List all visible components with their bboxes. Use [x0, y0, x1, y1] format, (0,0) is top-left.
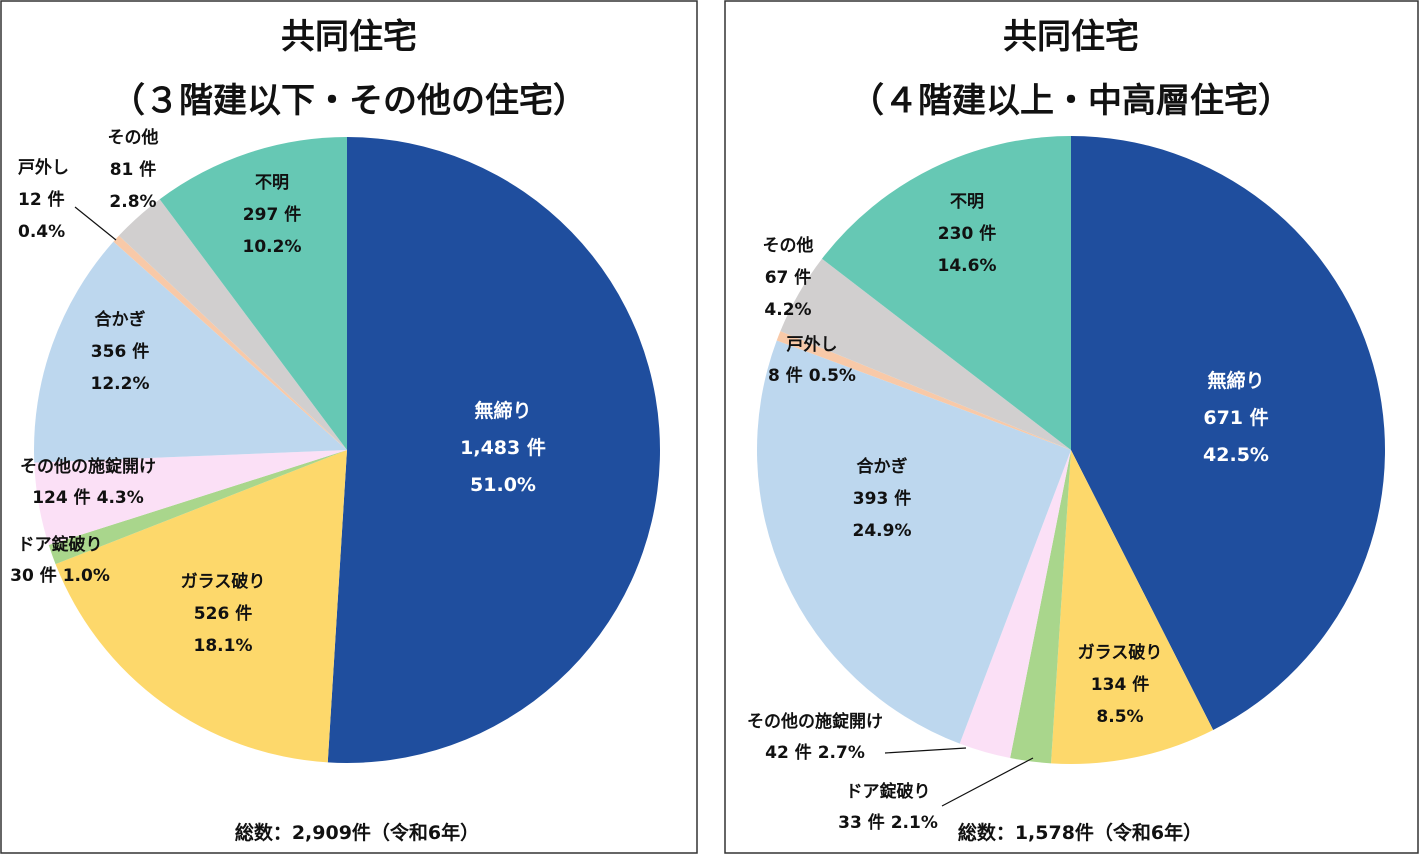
slice-label: その他: [763, 235, 814, 256]
slice-label: 戸外し: [18, 157, 69, 178]
slice-label: 戸外し: [787, 334, 838, 355]
slice-label: ガラス破り: [181, 571, 266, 592]
pie-slice: [821, 136, 1071, 450]
slice-label: 不明: [950, 192, 984, 212]
pie-slice: [33, 241, 347, 463]
value-label: 30 件: [10, 565, 57, 586]
pie-slice: [48, 450, 347, 565]
percent-label: 14.6%: [938, 256, 997, 276]
percent-label: 2.1%: [891, 813, 938, 833]
slice-label: ドア錠破り: [18, 534, 103, 555]
value-percent-label: 30 件 1.0%: [10, 565, 110, 586]
percent-label: 12.2%: [91, 374, 150, 394]
slice-label: その他: [108, 127, 159, 148]
value-label: 230 件: [938, 223, 996, 244]
slice-label: その他の施錠開け: [20, 456, 156, 477]
value-label: 12 件: [18, 189, 65, 210]
pie-slice: [959, 450, 1071, 759]
percent-label: 51.0%: [470, 474, 536, 496]
chart-title: 共同住宅: [281, 17, 417, 57]
pie-slice: [113, 235, 347, 450]
value-label: 67 件: [765, 267, 812, 288]
percent-label: 2.8%: [109, 192, 156, 212]
pie-slice: [1051, 450, 1214, 764]
chart-title: 共同住宅: [1003, 17, 1139, 57]
leader-line: [74, 206, 117, 241]
chart-note: 総数：2,909件（令和6年）: [235, 821, 479, 844]
value-label: 134 件: [1091, 674, 1149, 695]
chart-subtitle: （３階建以下・その他の住宅）: [111, 81, 587, 121]
slice-label: 合かぎ: [857, 456, 908, 477]
value-label: 671 件: [1203, 406, 1268, 429]
slice-label: 無締り: [474, 399, 531, 422]
slice-label: その他の施錠開け: [747, 711, 883, 732]
pie-slice: [34, 450, 347, 545]
chart-note: 総数：1,578件（令和6年）: [958, 821, 1202, 844]
percent-label: 42.5%: [1203, 444, 1269, 466]
pie-slice: [327, 137, 661, 764]
percent-label: 0.5%: [809, 366, 856, 386]
value-label: 33 件: [838, 812, 885, 833]
chart-subtitle: （４階建以上・中高層住宅）: [850, 81, 1292, 121]
percent-label: 18.1%: [194, 636, 253, 656]
leader-line: [941, 757, 1034, 807]
percent-label: 0.4%: [18, 222, 65, 242]
pie-slice: [159, 137, 347, 450]
slice-label: 不明: [255, 173, 289, 193]
percent-label: 1.0%: [63, 566, 110, 586]
slice-label: ガラス破り: [1078, 642, 1163, 663]
value-label: 81 件: [110, 159, 157, 180]
slice-label: 合かぎ: [95, 309, 146, 330]
value-percent-label: 33 件 2.1%: [838, 812, 938, 833]
pie-slice: [55, 450, 348, 763]
percent-label: 24.9%: [853, 521, 912, 541]
pie-slice: [118, 199, 348, 450]
value-label: 297 件: [243, 204, 301, 225]
value-percent-label: 8 件 0.5%: [768, 365, 856, 386]
percent-label: 4.3%: [97, 488, 144, 508]
value-percent-label: 124 件 4.3%: [32, 487, 144, 508]
percent-label: 2.7%: [818, 743, 865, 763]
pie-slice: [1071, 136, 1386, 730]
panel-border: [724, 0, 1419, 854]
value-label: 393 件: [853, 488, 911, 509]
percent-label: 4.2%: [764, 300, 811, 320]
panel-border: [0, 0, 698, 854]
value-label: 1,483 件: [460, 436, 546, 459]
value-percent-label: 42 件 2.7%: [765, 742, 865, 763]
value-label: 356 件: [91, 341, 149, 362]
percent-label: 10.2%: [243, 237, 302, 257]
slice-label: 無締り: [1207, 369, 1264, 392]
percent-label: 8.5%: [1096, 707, 1143, 727]
value-label: 124 件: [32, 487, 90, 508]
pie-slice: [1010, 450, 1071, 764]
slice-label: ドア錠破り: [846, 781, 931, 802]
value-label: 526 件: [194, 603, 252, 624]
leader-line: [884, 747, 967, 754]
pie-slice: [776, 331, 1071, 450]
value-label: 42 件: [765, 742, 812, 763]
value-label: 8 件: [768, 365, 803, 386]
pie-slice: [780, 258, 1071, 450]
pie-slice: [757, 340, 1071, 744]
